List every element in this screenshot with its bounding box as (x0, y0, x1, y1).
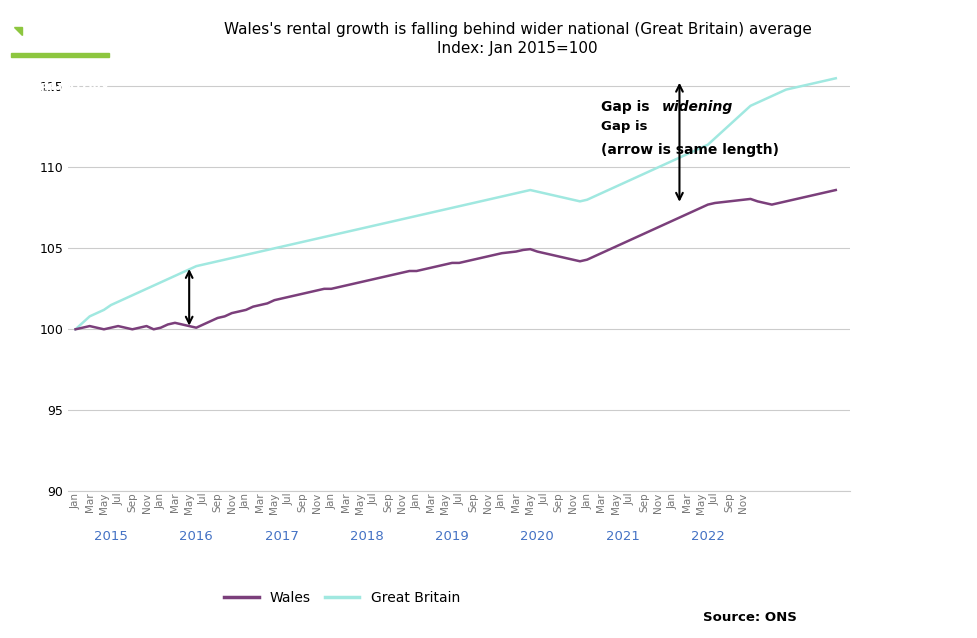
Text: 2020: 2020 (521, 530, 554, 543)
Text: 2018: 2018 (350, 530, 384, 543)
Text: 2021: 2021 (606, 530, 640, 543)
Polygon shape (14, 27, 21, 35)
Text: OBSERVATORY: OBSERVATORY (14, 82, 110, 95)
Text: 2015: 2015 (94, 530, 128, 543)
Legend: Wales, Great Britain: Wales, Great Britain (219, 586, 465, 611)
Text: Index: Jan 2015=100: Index: Jan 2015=100 (438, 41, 598, 57)
Text: 2019: 2019 (435, 530, 469, 543)
Text: 2017: 2017 (265, 530, 299, 543)
Bar (11, 53, 109, 57)
Text: RESEARCH: RESEARCH (14, 64, 93, 77)
Text: 2022: 2022 (691, 530, 725, 543)
Text: Source: ONS: Source: ONS (703, 611, 797, 624)
Text: widening: widening (661, 100, 733, 114)
Text: 2016: 2016 (180, 530, 213, 543)
Text: (arrow is same length): (arrow is same length) (601, 143, 780, 157)
Text: Wales's rental growth is falling behind wider national (Great Britain) average: Wales's rental growth is falling behind … (224, 22, 812, 38)
Text: Gap is: Gap is (601, 100, 655, 114)
Text: NRLA: NRLA (14, 23, 106, 52)
Text: Gap is: Gap is (601, 121, 653, 133)
